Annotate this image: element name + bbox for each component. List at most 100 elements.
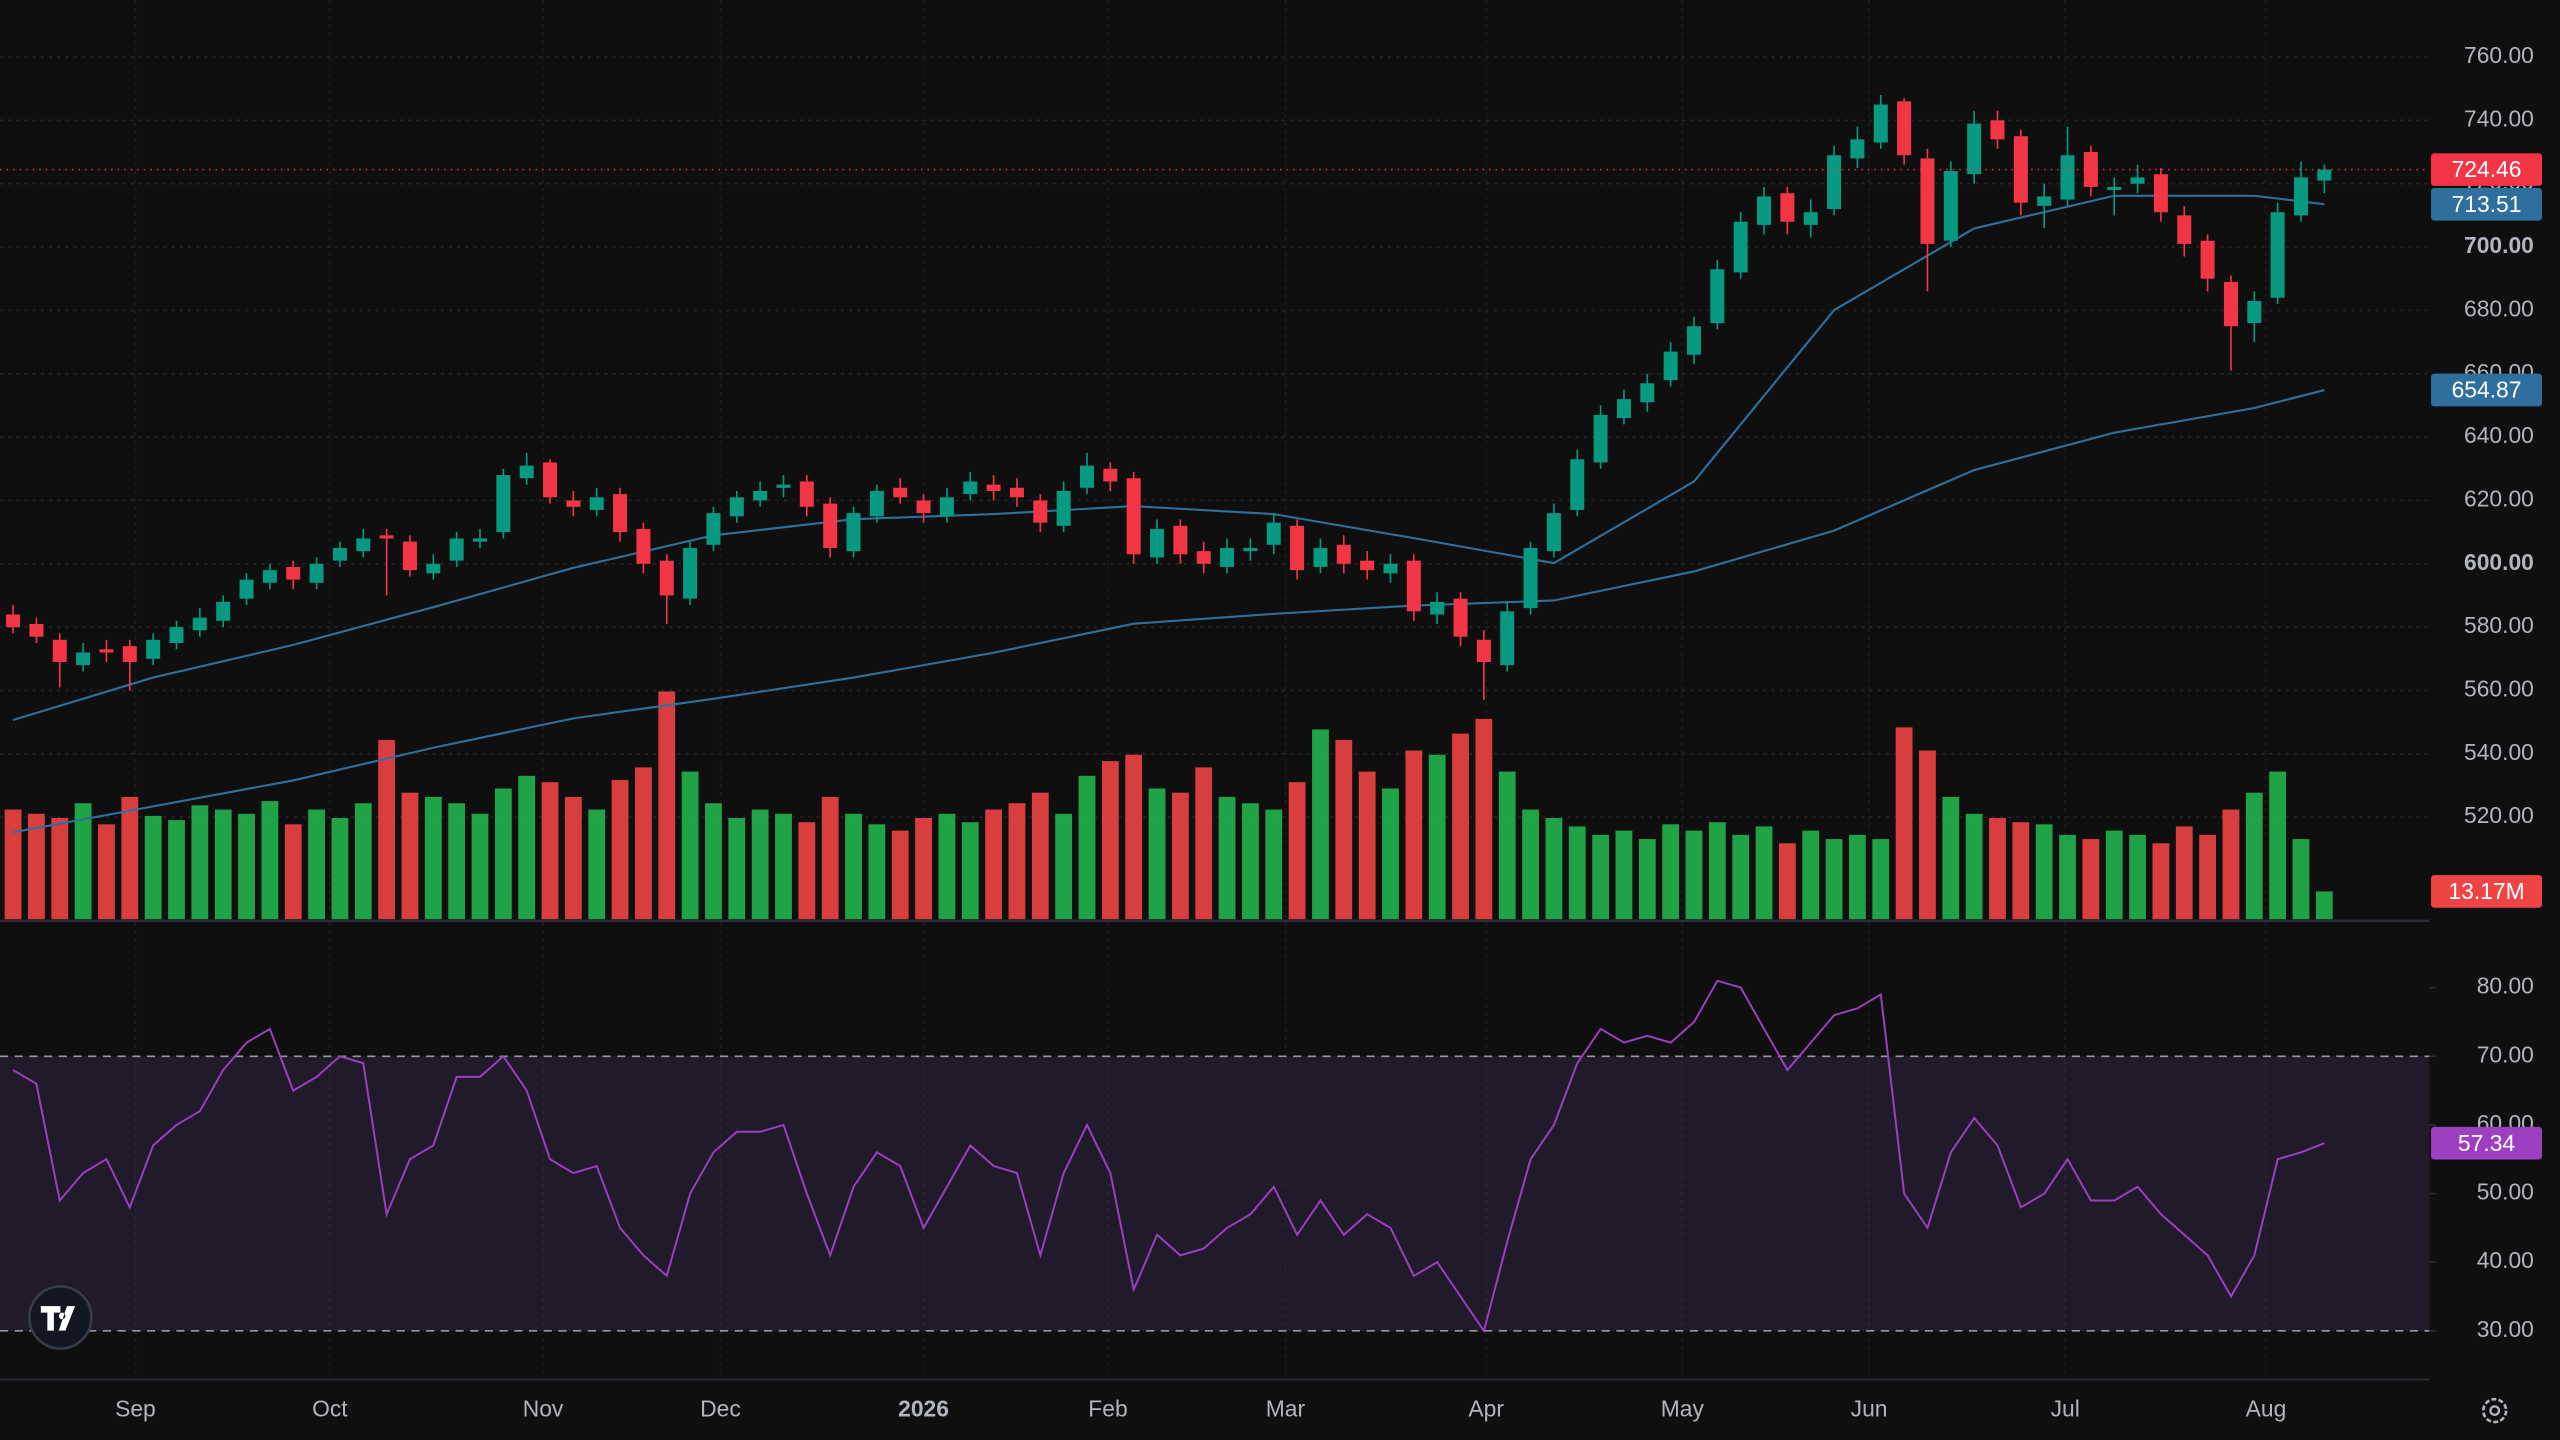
volume-bar bbox=[144, 815, 162, 920]
volume-bar bbox=[1522, 809, 1539, 920]
candle-body bbox=[519, 465, 534, 479]
volume-bar bbox=[1895, 727, 1913, 920]
volume-bar bbox=[1078, 775, 1096, 920]
volume-bar bbox=[1405, 750, 1423, 920]
candle-body bbox=[1570, 459, 1585, 510]
y-tick-label: 70.00 bbox=[2477, 1041, 2534, 1067]
volume-bar bbox=[2245, 792, 2263, 920]
candle-body bbox=[1686, 326, 1701, 355]
y-tick-label: 80.00 bbox=[2477, 973, 2534, 999]
volume-bar bbox=[798, 822, 816, 920]
volume-bar bbox=[1872, 839, 1890, 920]
x-tick-label: Nov bbox=[523, 1396, 564, 1422]
volume-bar bbox=[518, 775, 536, 920]
x-tick-label: Jul bbox=[2051, 1396, 2080, 1422]
candle-body bbox=[1126, 478, 1141, 555]
candle-body bbox=[1360, 560, 1375, 571]
candle-body bbox=[846, 513, 861, 552]
candle-body bbox=[986, 484, 1001, 491]
candle-body bbox=[99, 649, 114, 653]
candle-body bbox=[309, 563, 324, 583]
volume-bar bbox=[938, 813, 956, 920]
volume-bar bbox=[354, 803, 372, 920]
volume-bar bbox=[658, 691, 676, 920]
candle-body bbox=[1009, 487, 1024, 498]
volume-bar bbox=[28, 813, 45, 920]
y-tick-label: 50.00 bbox=[2477, 1179, 2534, 1205]
volume-bar bbox=[751, 809, 769, 920]
candle-body bbox=[706, 513, 721, 545]
candle-body bbox=[192, 617, 207, 631]
candle-body bbox=[76, 652, 91, 666]
volume-bar bbox=[1265, 809, 1283, 920]
volume-bar bbox=[681, 771, 699, 920]
volume-bar bbox=[1475, 718, 1493, 920]
moving-average bbox=[12, 194, 2325, 722]
last-price-label: 724.46 bbox=[2452, 156, 2522, 182]
candle-body bbox=[823, 503, 838, 548]
rsi-band bbox=[0, 1056, 2430, 1331]
candle-body bbox=[2223, 281, 2238, 327]
candle-body bbox=[1243, 547, 1258, 552]
candle-body bbox=[1079, 465, 1094, 488]
volume-bar bbox=[775, 813, 792, 920]
y-tick-label: 640.00 bbox=[2464, 422, 2534, 448]
candle-body bbox=[1406, 560, 1421, 612]
rsi-label: 57.34 bbox=[2458, 1130, 2515, 1156]
candle-body bbox=[332, 547, 347, 561]
volume-bar bbox=[705, 803, 722, 920]
candle-body bbox=[1430, 601, 1445, 615]
volume-bar bbox=[261, 801, 279, 920]
candle-body bbox=[2013, 136, 2028, 203]
candle-body bbox=[1757, 196, 1772, 225]
candle-body bbox=[2270, 212, 2285, 298]
volume-bar bbox=[1031, 792, 1049, 920]
candle-body bbox=[122, 646, 137, 662]
candle-body bbox=[356, 538, 371, 552]
settings-icon[interactable] bbox=[2481, 1397, 2508, 1424]
candle-body bbox=[29, 623, 44, 637]
volume-bar bbox=[1732, 834, 1750, 920]
volume-bar bbox=[2269, 771, 2287, 920]
logo[interactable] bbox=[28, 1285, 93, 1350]
candle-body bbox=[216, 601, 231, 621]
candle-body bbox=[1103, 468, 1118, 482]
last-price-badge bbox=[2431, 153, 2543, 186]
candle-body bbox=[566, 500, 581, 507]
candle-body bbox=[1290, 525, 1305, 571]
x-tick-label: Oct bbox=[312, 1396, 348, 1422]
volume-bar bbox=[1592, 834, 1610, 920]
candle-body bbox=[1663, 351, 1678, 381]
volume-bar bbox=[1358, 771, 1376, 920]
volume-bar bbox=[588, 809, 606, 920]
volume-bar bbox=[424, 796, 442, 920]
candle-body bbox=[496, 475, 511, 533]
candle-body bbox=[239, 579, 254, 599]
volume-label: 13.17M bbox=[2448, 878, 2524, 904]
volume-bar bbox=[1802, 830, 1820, 920]
x-tick-label: May bbox=[1661, 1396, 1705, 1422]
candle-body bbox=[893, 487, 908, 498]
volume-bar bbox=[2175, 826, 2193, 920]
candle-body bbox=[1640, 383, 1655, 403]
volume-bar bbox=[2059, 834, 2076, 920]
volume-bar bbox=[868, 824, 886, 920]
moving-average bbox=[12, 389, 2325, 834]
volume-bar bbox=[1755, 826, 1773, 920]
moving-average-label: 654.87 bbox=[2452, 377, 2522, 403]
volume-bar bbox=[1428, 754, 1446, 920]
candle-body bbox=[543, 462, 558, 498]
candle-body bbox=[1383, 563, 1398, 574]
candle-body bbox=[613, 494, 628, 533]
y-tick-label: 700.00 bbox=[2464, 232, 2534, 258]
candle-body bbox=[1220, 547, 1235, 567]
volume-bar bbox=[891, 830, 909, 920]
volume-bar bbox=[1382, 788, 1399, 920]
volume-bar bbox=[401, 792, 419, 920]
volume-bar bbox=[1008, 803, 1026, 920]
candle-body bbox=[1827, 155, 1842, 210]
volume-bar bbox=[1778, 843, 1796, 920]
candle-body bbox=[636, 528, 651, 564]
candle-body bbox=[1173, 525, 1188, 555]
